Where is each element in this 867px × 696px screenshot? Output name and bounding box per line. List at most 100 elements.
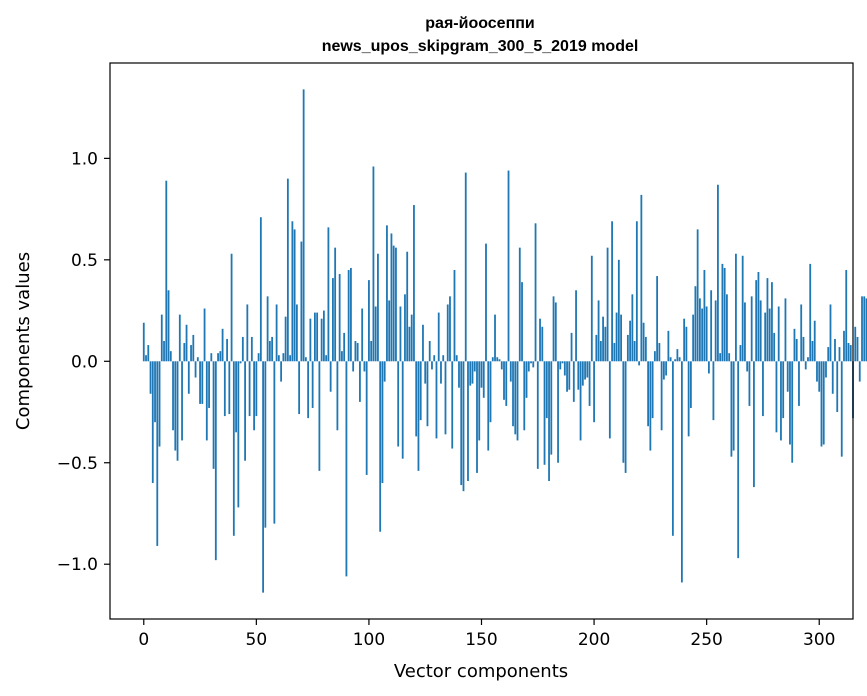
bar [737,361,740,559]
bar [712,361,715,421]
bar [273,361,276,524]
bar [530,361,532,364]
bar [577,361,580,390]
bar [275,304,278,362]
bar [422,324,424,362]
bar [165,180,168,362]
bar [241,336,244,362]
bar [554,302,557,362]
bar [392,245,395,362]
bar [523,361,526,431]
x-tick-label: 200 [578,630,610,650]
bar [762,361,764,417]
bar [780,361,782,441]
bar [534,223,537,362]
bar [449,296,451,362]
bar [705,306,708,362]
bar [476,361,478,473]
y-axis-label: Components values [13,252,34,430]
bar [777,306,780,362]
bar [613,343,616,362]
bar [586,361,589,378]
bar [174,361,177,451]
bar [187,361,190,394]
bar [248,361,251,417]
y-tick-label: 0.0 [71,352,98,372]
bar [494,314,496,362]
bar [178,314,181,362]
bar [316,312,319,362]
bar [172,361,174,431]
bar [469,361,472,386]
bar [237,361,240,508]
y-axis-ticks: −1.0 −0.5 0.0 0.5 1.0 [57,149,110,575]
bar [662,361,665,380]
bar [368,280,370,362]
y-tick-label: 0.5 [71,251,98,271]
bar [847,343,850,362]
bar [228,361,231,415]
bar [820,361,823,447]
bar [151,361,154,484]
bar [685,326,688,362]
bar [491,357,494,362]
bar [615,312,618,362]
bar [453,269,456,362]
bar [334,247,337,362]
bar [257,353,260,362]
bar [496,357,499,362]
bar [253,361,255,431]
bar [829,304,832,362]
bar [581,361,584,386]
bar [640,194,643,362]
bar [388,300,391,362]
bar [608,361,611,439]
bar [629,320,631,362]
bar [325,355,328,362]
bar [548,361,550,482]
bar [656,276,659,362]
bar [444,361,447,435]
bar [550,361,553,455]
bar [611,221,613,362]
bar [307,361,310,419]
bar [784,298,787,362]
bar [399,306,402,362]
bar [361,308,364,362]
bar [415,361,418,437]
bar [726,294,728,362]
bar [861,296,863,362]
bar [356,343,359,362]
bar [669,357,672,362]
bar [244,361,246,461]
bar [266,296,269,362]
bar [696,229,699,362]
bar [739,345,742,362]
bar [638,361,641,366]
bar [298,361,301,415]
bar [363,361,366,372]
bar [221,328,224,362]
bar [408,326,411,362]
bar [845,269,848,362]
bar [455,355,458,362]
bar [167,290,170,362]
bar [714,300,717,362]
bar [464,172,467,362]
y-tick-label: −1.0 [57,555,98,575]
bar [433,355,436,362]
bar [482,361,485,398]
bar [246,304,249,362]
chart-subtitle: news_upos_skipgram_300_5_2019 model [322,38,639,55]
bar [347,269,350,362]
bar [816,361,818,382]
bar [563,361,566,376]
bar [572,361,575,402]
bar [507,170,510,362]
bar [764,312,767,362]
bar [644,336,647,362]
bar [460,361,463,486]
bar [311,361,314,408]
bar [545,361,548,419]
bar [226,338,228,362]
